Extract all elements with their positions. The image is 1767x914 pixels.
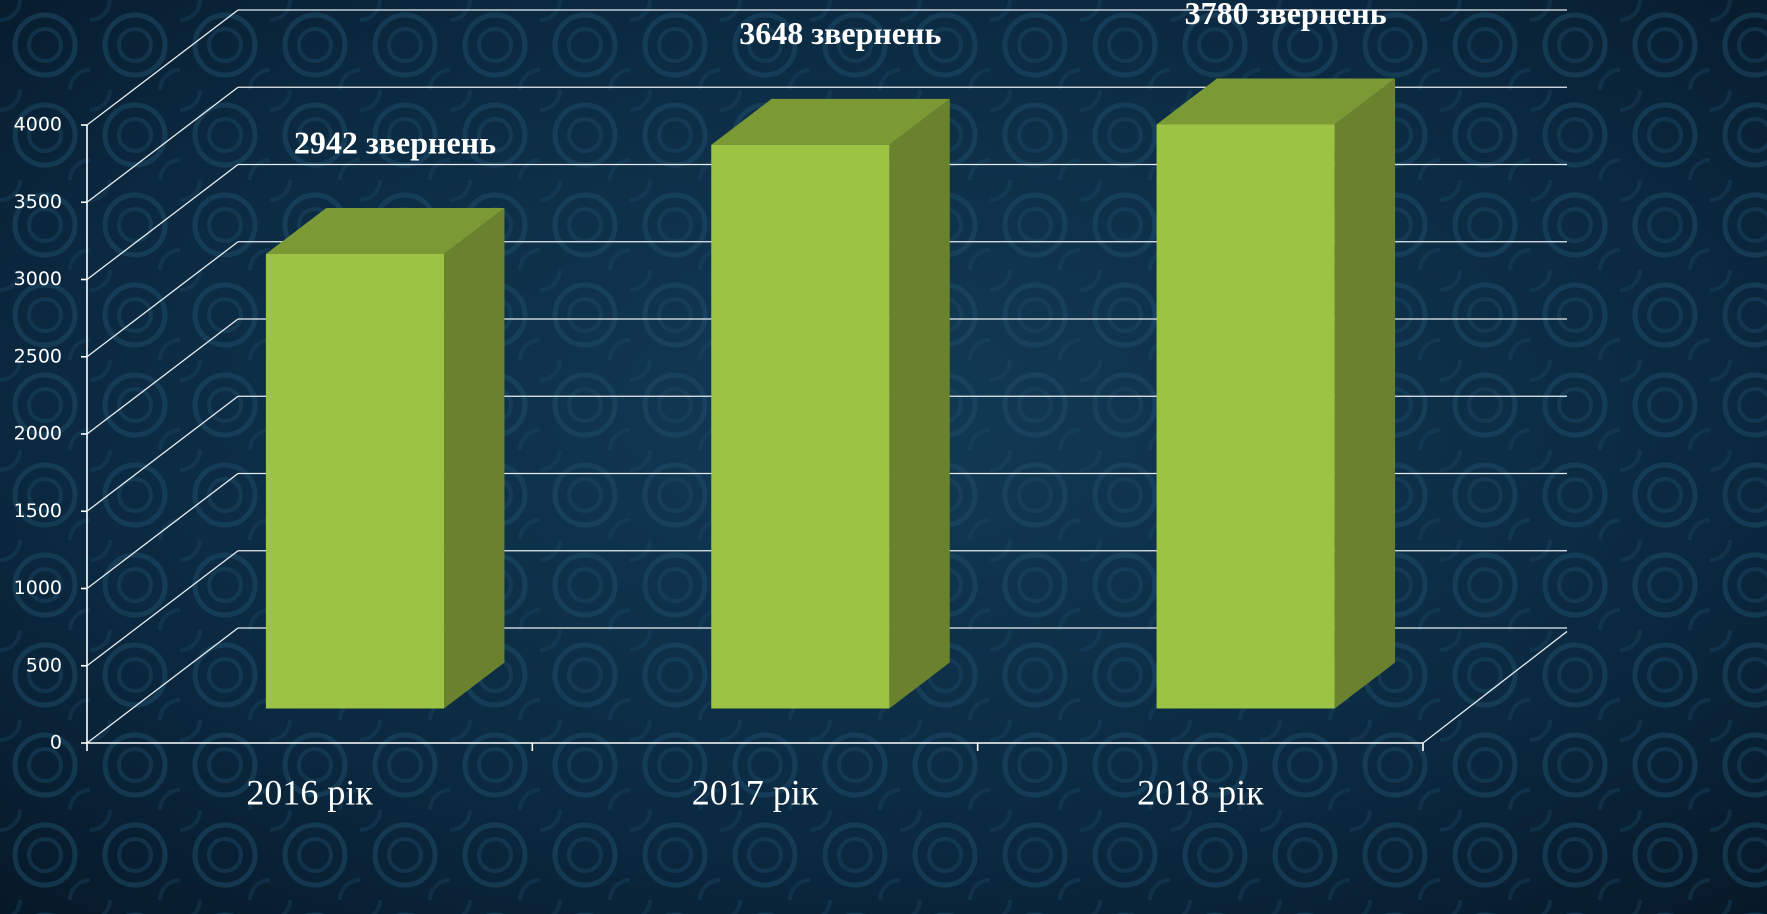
y-tick-label: 1500 [14,500,62,522]
y-tick-label: 3500 [14,191,62,213]
data-label: 3648 звернень [739,15,941,51]
grid-line [86,241,239,358]
bar [265,253,445,709]
y-tick-label: 2500 [14,345,62,367]
grid-line [86,86,239,203]
bar-side [444,207,505,709]
bar-top [711,98,950,145]
grid-line [86,472,239,590]
x-tick-label: 2018 рік [1137,772,1264,812]
data-label: 2942 звернень [294,124,496,160]
x-tick-label: 2016 рік [246,772,373,812]
bar-top [1156,78,1396,125]
x-tick-label: 2017 рік [692,772,819,812]
grid-line [86,395,239,512]
bar-side [1334,78,1396,709]
y-tick-label: 2000 [14,423,62,445]
bar-top [265,207,505,254]
grid-line [86,9,239,126]
grid-line [86,318,239,435]
y-tick-label: 500 [26,654,62,676]
bar [711,144,890,709]
bar-side [889,98,950,709]
grid-line [86,163,239,281]
data-label: 3780 звернень [1185,0,1387,31]
grid-line [86,550,239,667]
y-tick-label: 0 [50,732,62,754]
y-tick-label: 4000 [14,114,62,136]
y-tick-label: 1000 [14,577,62,599]
bar [1156,124,1335,709]
floor-edge [1422,630,1568,744]
y-tick-label: 3000 [14,268,62,290]
grid-line [86,627,239,744]
